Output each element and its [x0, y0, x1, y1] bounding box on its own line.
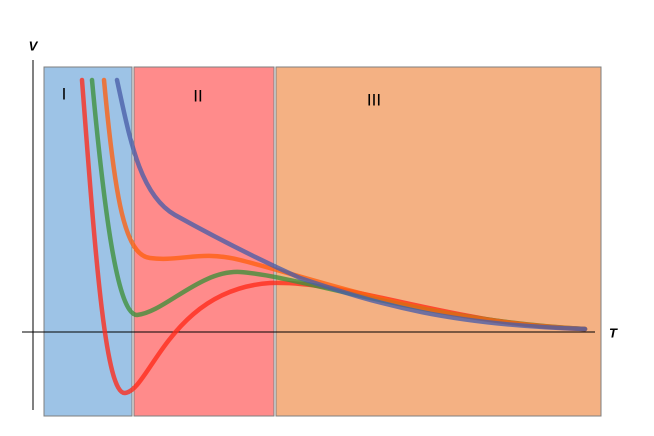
region-label: II — [193, 86, 202, 105]
potential-curve — [114, 77, 588, 332]
y-axis-label: V — [29, 38, 39, 53]
x-axis-label: T — [609, 325, 618, 340]
region-one — [43, 66, 133, 417]
region-three — [275, 66, 602, 417]
region-label: I — [62, 84, 67, 103]
region-label: III — [367, 90, 381, 109]
region-two — [133, 66, 275, 417]
potential-curve — [101, 77, 588, 332]
